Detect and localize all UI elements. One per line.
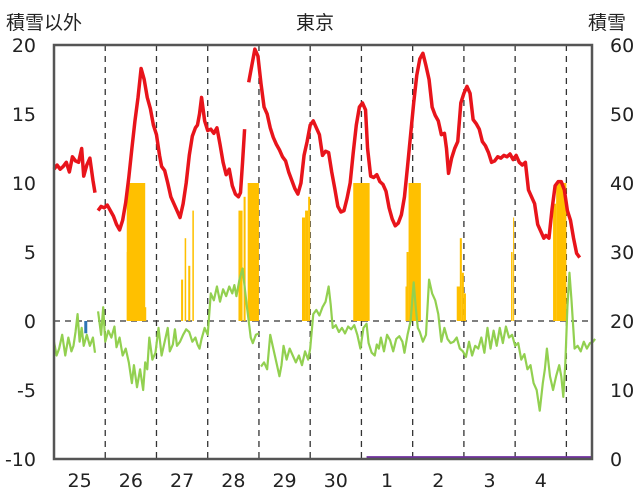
left-y-tick-label: 5 [24,242,36,264]
chart-title: 東京 [296,12,335,34]
x-tick-label: 29 [272,470,296,492]
right-y-tick-label: 0 [610,449,622,471]
right-y-tick-label: 50 [610,104,634,126]
snow-depth-bar [135,272,143,321]
left-y-tick-label: 15 [12,104,36,126]
right-y-tick-label: 60 [610,35,634,57]
right-axis-label: 積雪 [588,12,627,34]
snow-depth-bar [192,210,194,321]
snow-depth-bar [181,279,184,321]
left-y-tick-label: 0 [24,311,36,333]
plot-frame [52,43,594,461]
snow-depth-bar [556,183,567,321]
x-tick-label: 3 [483,470,495,492]
snow-depth-bar [511,252,513,321]
green-series-line [52,313,97,357]
snow-depth-bar [184,238,187,321]
green-series-line [260,271,596,412]
x-tick-label: 30 [324,470,348,492]
snow-depth-bar [126,252,131,321]
right-y-tick-label: 10 [610,380,634,402]
snow-depth-bar [251,231,255,321]
snow-depth-bar [461,272,464,321]
snow-depth-bar [143,307,147,321]
snow-depth-bar [301,217,306,321]
snow-depth-bar [305,210,309,321]
snow-depth-bar [553,203,557,321]
x-tick-label: 26 [119,470,143,492]
snow-depth-bar [353,183,370,321]
x-tick-label: 27 [170,470,194,492]
left-axis-label: 積雪以外 [6,12,83,34]
right-y-tick-label: 30 [610,242,634,264]
blue-series-mark [84,321,88,334]
x-tick-label: 2 [432,470,444,492]
x-tick-label: 4 [535,470,547,492]
left-y-tick-label: 10 [12,173,36,195]
snow-depth-bar [456,286,461,321]
snow-depth-bar [243,196,246,321]
snow-depth-bar [308,196,311,321]
left-y-tick-label: -10 [5,449,36,471]
x-tick-label: 1 [381,470,393,492]
snow-depth-bar [413,217,416,321]
right-y-tick-label: 40 [610,173,634,195]
red-series-line [52,146,97,193]
snow-depth-bar [459,238,462,321]
green-series-line [96,267,260,392]
x-tick-label: 28 [221,470,245,492]
right-y-tick-label: 20 [610,311,634,333]
red-series-line [246,47,582,259]
red-series-line [96,66,247,232]
snow-depth-bar [188,265,191,321]
left-y-tick-label: 20 [12,35,36,57]
snow-depth-bar [405,286,407,321]
snow-depth-bar [463,293,466,321]
snow-depth-bar [513,217,515,321]
snow-depth-bar [238,210,243,321]
x-tick-label: 25 [68,470,92,492]
left-y-tick-label: -5 [17,380,36,402]
snow-depth-bar [406,252,409,321]
